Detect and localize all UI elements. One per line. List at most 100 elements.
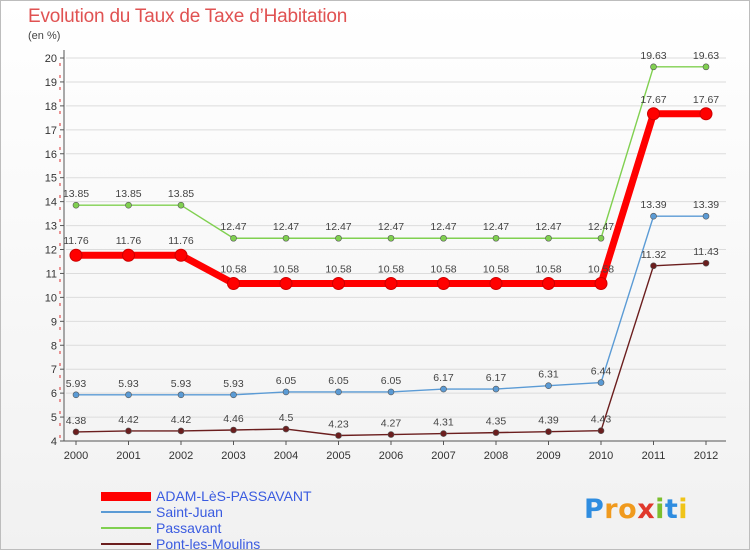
data-point	[125, 201, 132, 209]
data-point	[545, 382, 552, 390]
legend-label: Passavant	[156, 520, 222, 536]
data-label: 6.05	[276, 375, 297, 387]
data-label: 4.38	[66, 415, 87, 427]
series-line-0	[76, 66, 706, 239]
y-tick-label: 11	[46, 268, 57, 280]
data-label: 17.67	[640, 94, 666, 106]
data-label: 5.93	[118, 378, 139, 390]
data-label: 13.85	[115, 188, 141, 200]
logo-letter: i	[678, 494, 689, 525]
data-label: 6.17	[486, 372, 507, 384]
data-point	[440, 234, 447, 242]
y-tick-label: 10	[45, 292, 57, 304]
legend-swatch	[101, 527, 151, 529]
x-tick-label: 2004	[274, 450, 298, 462]
data-point	[387, 234, 395, 242]
legend-swatch	[101, 491, 151, 501]
legend-swatch	[101, 511, 151, 513]
data-label: 10.58	[378, 263, 404, 275]
data-label: 12.47	[588, 221, 614, 233]
x-tick-label: 2008	[484, 450, 508, 462]
data-point	[282, 234, 290, 242]
data-point	[702, 259, 710, 267]
data-label: 11.76	[116, 235, 142, 247]
legend-item: Passavant	[101, 520, 221, 536]
logo-letter: o	[618, 494, 638, 525]
data-label: 6.31	[538, 369, 559, 381]
y-tick-label: 20	[45, 53, 57, 65]
data-label: 5.93	[171, 378, 192, 390]
data-label: 4.43	[591, 414, 612, 426]
data-label: 5.93	[223, 378, 244, 390]
legend-label: Pont-les-Moulins	[156, 536, 261, 550]
data-point	[125, 427, 132, 435]
data-point	[699, 107, 713, 121]
x-tick-label: 2000	[64, 450, 88, 462]
data-point	[650, 262, 657, 270]
data-label: 10.58	[220, 263, 246, 275]
data-point	[489, 276, 503, 290]
data-label: 12.47	[483, 221, 509, 233]
data-point	[230, 234, 237, 242]
data-point	[597, 427, 605, 435]
y-tick-label: 4	[51, 436, 57, 448]
x-tick-label: 2005	[326, 450, 350, 462]
data-point	[492, 429, 500, 436]
data-label: 11.32	[641, 249, 667, 261]
logo-letter: t	[664, 494, 679, 525]
proxiti-logo: Proxiti	[584, 494, 688, 525]
data-point	[335, 388, 342, 396]
data-label: 4.39	[538, 415, 559, 427]
data-point	[594, 276, 608, 290]
data-label: 19.63	[693, 50, 719, 62]
data-point	[647, 107, 660, 121]
x-tick-label: 2012	[694, 450, 718, 462]
y-tick-label: 19	[45, 77, 57, 89]
data-label: 6.17	[433, 372, 454, 384]
data-label: 10.58	[483, 263, 509, 275]
data-label: 13.39	[640, 199, 666, 211]
data-label: 17.67	[693, 94, 719, 106]
data-label: 5.93	[66, 378, 87, 390]
logo-letter: i	[655, 494, 665, 525]
data-label: 4.5	[279, 412, 294, 424]
data-point	[279, 276, 293, 290]
legend-label: ADAM-LèS-PASSAVANT	[156, 488, 312, 504]
data-point	[69, 248, 83, 262]
data-point	[650, 63, 657, 71]
x-tick-label: 2007	[431, 450, 455, 462]
data-label: 4.35	[486, 416, 507, 428]
y-tick-label: 13	[45, 221, 57, 233]
y-tick-label: 6	[51, 388, 57, 400]
data-point	[387, 388, 395, 396]
data-point	[492, 234, 500, 242]
data-label: 6.44	[591, 366, 612, 378]
data-label: 12.47	[325, 221, 351, 233]
data-point	[545, 234, 552, 242]
data-point	[597, 379, 605, 386]
data-point	[72, 201, 80, 209]
data-point	[440, 385, 447, 393]
data-point	[545, 428, 552, 435]
data-point	[72, 391, 80, 399]
data-point	[384, 276, 398, 290]
data-label: 10.58	[588, 263, 614, 275]
data-point	[174, 248, 188, 262]
x-tick-label: 2003	[221, 450, 245, 462]
data-label: 12.47	[430, 221, 456, 233]
data-label: 4.31	[433, 417, 454, 429]
x-tick-label: 2009	[536, 450, 560, 462]
data-label: 10.58	[325, 263, 351, 275]
data-point	[122, 248, 135, 262]
data-point	[335, 432, 342, 439]
data-label: 12.47	[273, 221, 299, 233]
data-point	[125, 391, 132, 399]
data-label: 4.46	[223, 413, 244, 425]
logo-letter: r	[604, 494, 619, 525]
y-tick-label: 12	[45, 245, 57, 257]
x-tick-label: 2011	[642, 450, 666, 462]
data-label: 12.47	[378, 221, 404, 233]
data-point	[230, 426, 237, 434]
